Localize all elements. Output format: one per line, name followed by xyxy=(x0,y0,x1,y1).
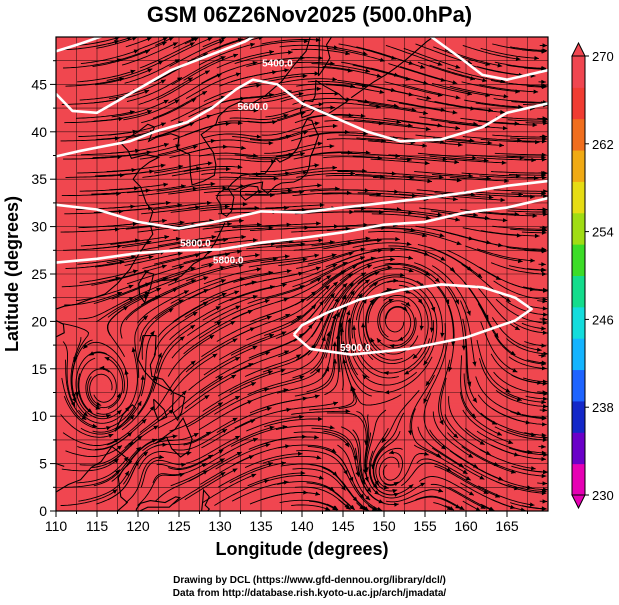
colorbar-swatch xyxy=(572,370,585,402)
colorbar-label: 254 xyxy=(592,225,614,240)
map-title: GSM 06Z26Nov2025 (500.0hPa) xyxy=(0,2,619,28)
colorbar-swatch xyxy=(572,307,585,339)
y-tick-label: 45 xyxy=(31,76,47,92)
colorbar-swatch xyxy=(572,213,585,245)
x-tick-label: 110 xyxy=(45,518,68,534)
colorbar-swatch xyxy=(572,150,585,182)
colorbar-swatch xyxy=(572,56,585,88)
credit-line-data: Data from http://database.rish.kyoto-u.a… xyxy=(0,588,619,599)
x-tick-label: 160 xyxy=(454,518,478,534)
y-tick-label: 0 xyxy=(39,503,47,519)
x-tick-label: 135 xyxy=(249,518,273,534)
contour-label: 5800.0 xyxy=(180,239,211,250)
x-tick-label: 155 xyxy=(413,518,437,534)
y-tick-label: 25 xyxy=(31,266,47,282)
y-tick-label: 30 xyxy=(31,219,47,235)
x-tick-label: 120 xyxy=(126,518,150,534)
colorbar-swatch xyxy=(572,276,585,308)
x-axis-ticks: 110 115 120 125 130 135 140 145 150 155 160 165 xyxy=(45,511,528,534)
y-tick-label: 35 xyxy=(31,171,47,187)
colorbar-label: 230 xyxy=(592,488,614,503)
contour-label: 5800.0 xyxy=(213,256,244,267)
colorbar-swatch xyxy=(572,464,585,496)
x-axis-label: Longitude (degrees) xyxy=(215,539,388,559)
contour-label: 5400.0 xyxy=(262,58,293,69)
colorbar-top-arrow xyxy=(572,43,585,56)
y-tick-label: 15 xyxy=(31,361,47,377)
plot-area: 5400.0 5600.0 5800.05800.0 5900.0 xyxy=(36,17,568,521)
y-tick-label: 20 xyxy=(31,313,47,329)
colorbar-label: 262 xyxy=(592,137,614,152)
credit-line-dcl: Drawing by DCL (https://www.gfd-dennou.o… xyxy=(0,575,619,586)
y-axis-label: Latitude (degrees) xyxy=(2,196,22,352)
x-tick-label: 125 xyxy=(167,518,191,534)
x-tick-label: 150 xyxy=(372,518,396,534)
contour-label: 5600.0 xyxy=(238,102,269,113)
x-tick-label: 145 xyxy=(331,518,355,534)
streamline xyxy=(216,195,275,196)
x-tick-label: 130 xyxy=(208,518,232,534)
x-tick-label: 115 xyxy=(86,518,109,534)
colorbar-swatch xyxy=(572,181,585,213)
colorbar: 270 262 254 246 238 230 xyxy=(572,43,614,508)
colorbar-swatch xyxy=(572,401,585,433)
colorbar-swatch xyxy=(572,119,585,151)
y-axis-ticks: 0 5 10 15 20 25 30 35 40 45 xyxy=(31,61,56,519)
y-tick-label: 10 xyxy=(31,408,47,424)
colorbar-label: 270 xyxy=(592,49,614,64)
colorbar-swatch xyxy=(572,244,585,276)
contour-label: 5900.0 xyxy=(340,343,371,354)
colorbar-label: 246 xyxy=(592,312,614,327)
streamline xyxy=(324,212,383,213)
colorbar-bottom-arrow xyxy=(572,495,585,508)
colorbar-swatch xyxy=(572,87,585,119)
y-tick-label: 40 xyxy=(31,124,47,140)
x-tick-label: 165 xyxy=(495,518,519,534)
x-tick-label: 140 xyxy=(290,518,314,534)
colorbar-swatch xyxy=(572,432,585,464)
weather-map-figure: 5400.0 5600.0 5800.05800.0 5900.0 110 115 120… xyxy=(0,0,619,605)
colorbar-swatch xyxy=(572,338,585,370)
colorbar-label: 238 xyxy=(592,400,614,415)
y-tick-label: 5 xyxy=(39,456,47,472)
